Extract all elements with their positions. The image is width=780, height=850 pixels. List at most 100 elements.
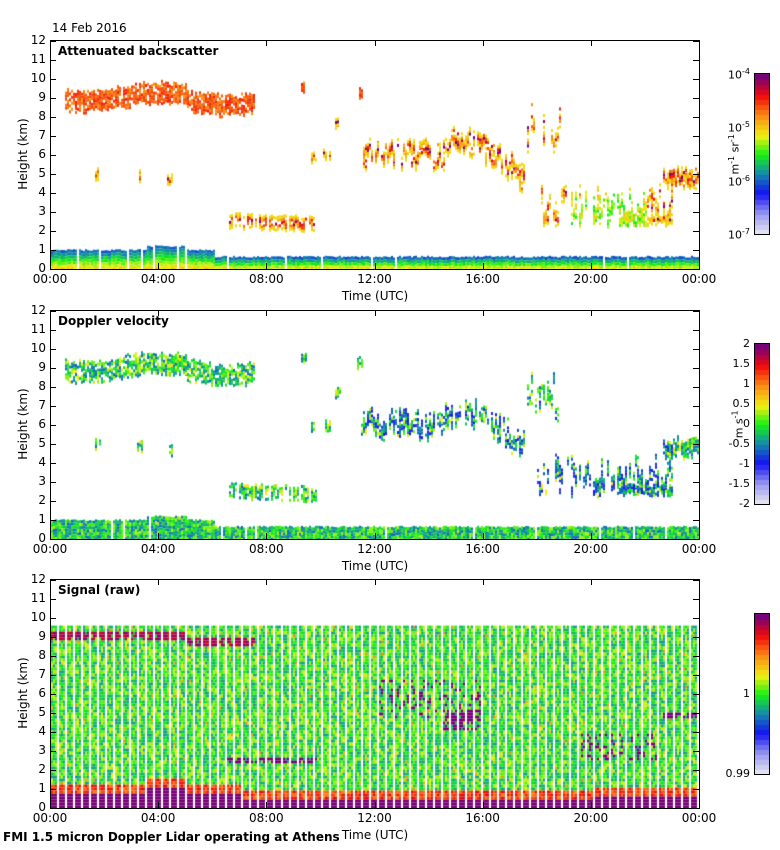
y-tick-mark	[693, 808, 699, 809]
y-tick-label: 2	[38, 223, 46, 237]
y-tick-mark	[693, 212, 699, 213]
y-tick-mark	[50, 174, 56, 175]
x-tick-mark	[374, 579, 376, 585]
y-tick-mark	[50, 808, 56, 809]
x-tick-mark	[482, 40, 484, 46]
y-tick-label: 8	[38, 379, 46, 393]
colorbar-tick-label: 1	[743, 687, 750, 700]
x-tick-mark	[266, 533, 268, 539]
y-tick-label: 9	[38, 90, 46, 104]
colorbar-gradient	[755, 614, 769, 774]
y-tick-mark	[693, 425, 699, 426]
y-tick-label: 4	[38, 455, 46, 469]
x-tick-label: 20:00	[573, 272, 609, 286]
y-tick-mark	[50, 250, 56, 251]
y-tick-mark	[693, 618, 699, 619]
y-tick-mark	[50, 269, 56, 270]
x-tick-mark	[266, 802, 268, 808]
y-tick-label: 4	[38, 185, 46, 199]
y-tick-mark	[50, 406, 56, 407]
y-tick-mark	[50, 675, 56, 676]
y-tick-mark	[693, 482, 699, 483]
colorbar-unit-label: m-1 sr-1	[727, 134, 742, 174]
y-tick-mark	[693, 368, 699, 369]
y-tick-label: 12	[30, 303, 46, 317]
y-tick-label: 10	[30, 71, 46, 85]
x-tick-label: 16:00	[465, 811, 500, 825]
y-tick-mark	[693, 732, 699, 733]
colorbar-tick-exponent: -7	[742, 227, 750, 236]
colorbar-tick-label: 10-5	[710, 120, 750, 135]
y-tick-mark	[50, 482, 56, 483]
colorbar-tick-label: 10-6	[710, 174, 750, 189]
plot-frame-1: Doppler velocity	[50, 310, 700, 540]
y-tick-mark	[693, 694, 699, 695]
colorbar-tick-label: 0.99	[725, 767, 751, 780]
x-tick-mark	[266, 310, 268, 316]
y-tick-label: 6	[38, 686, 46, 700]
y-axis-label: Height (km)	[16, 657, 30, 729]
y-tick-mark	[50, 789, 56, 790]
colorbar-unit-part: m	[728, 163, 742, 175]
y-tick-mark	[50, 231, 56, 232]
colorbar-tick-label: -0.5	[728, 437, 750, 450]
x-tick-mark	[482, 533, 484, 539]
y-tick-mark	[50, 770, 56, 771]
x-tick-mark	[374, 263, 376, 269]
y-tick-mark	[693, 79, 699, 80]
plot-frame-2: Signal (raw)	[50, 579, 700, 809]
y-tick-mark	[693, 98, 699, 99]
x-tick-label: 00:00	[681, 272, 717, 286]
y-tick-label: 7	[38, 128, 46, 142]
x-tick-mark	[482, 579, 484, 585]
y-tick-label: 3	[38, 474, 46, 488]
x-tick-mark	[374, 533, 376, 539]
y-tick-mark	[693, 311, 699, 312]
y-tick-mark	[50, 694, 56, 695]
x-tick-mark	[374, 310, 376, 316]
y-tick-label: 12	[30, 572, 46, 586]
panel-title-1: Doppler velocity	[58, 314, 169, 328]
y-tick-mark	[50, 349, 56, 350]
y-tick-mark	[693, 117, 699, 118]
x-tick-mark	[158, 533, 160, 539]
y-tick-mark	[50, 60, 56, 61]
x-tick-label: 16:00	[465, 542, 500, 556]
y-tick-mark	[50, 637, 56, 638]
x-axis-label: Time (UTC)	[341, 828, 409, 842]
colorbar-tick-base: 10	[728, 68, 743, 82]
heatmap-field-1	[51, 311, 699, 539]
x-tick-label: 00:00	[32, 811, 68, 825]
x-tick-label: 08:00	[249, 272, 284, 286]
y-tick-label: 1	[38, 781, 46, 795]
y-tick-mark	[693, 713, 699, 714]
x-tick-label: 12:00	[357, 272, 392, 286]
colorbar-tick-label: 10-4	[710, 67, 750, 82]
y-tick-mark	[693, 387, 699, 388]
y-tick-mark	[693, 520, 699, 521]
y-tick-mark	[50, 311, 56, 312]
x-tick-mark	[590, 263, 592, 269]
x-tick-label: 00:00	[32, 272, 68, 286]
colorbar-gradient	[755, 344, 769, 504]
y-tick-mark	[693, 444, 699, 445]
y-tick-mark	[50, 463, 56, 464]
y-tick-label: 4	[38, 724, 46, 738]
y-tick-mark	[693, 656, 699, 657]
y-tick-label: 6	[38, 147, 46, 161]
x-axis-label: Time (UTC)	[341, 559, 409, 573]
colorbar-tick-exponent: -5	[742, 120, 750, 130]
x-tick-mark	[158, 802, 160, 808]
x-tick-label: 00:00	[681, 811, 717, 825]
y-tick-mark	[693, 675, 699, 676]
x-tick-mark	[266, 263, 268, 269]
x-tick-label: 04:00	[140, 542, 176, 556]
x-tick-label: 08:00	[249, 811, 284, 825]
y-tick-label: 0	[38, 531, 46, 545]
x-tick-label: 00:00	[32, 542, 68, 556]
x-tick-mark	[482, 802, 484, 808]
y-tick-mark	[50, 368, 56, 369]
y-tick-label: 11	[30, 322, 46, 336]
colorbar-unit-label: m s-1	[731, 410, 746, 438]
x-tick-mark	[374, 40, 376, 46]
